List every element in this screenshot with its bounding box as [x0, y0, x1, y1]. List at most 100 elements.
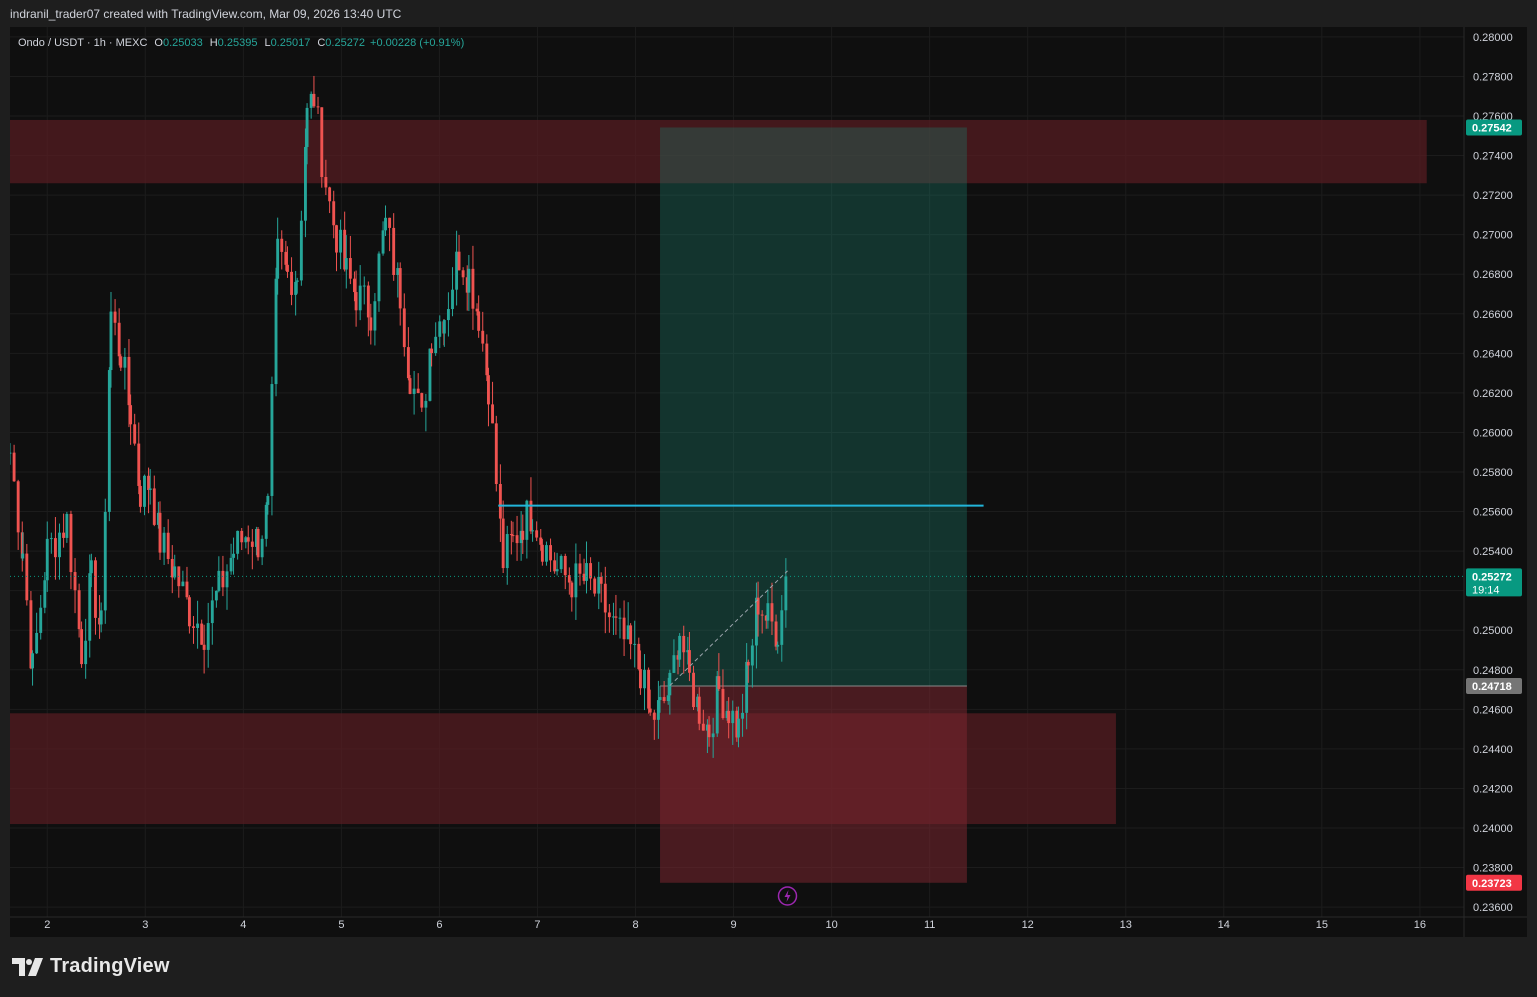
candle-body [745, 661, 749, 713]
candle-body [603, 583, 607, 613]
candlestick-chart[interactable]: Ondo / USDT · 1h · MEXC O0.25033 H0.25395 L… [10, 27, 1527, 937]
candle-body [348, 258, 352, 279]
candle-body [597, 576, 601, 594]
price-tick-label: 0.24000 [1473, 823, 1513, 835]
candle-body [701, 723, 705, 731]
candle-body [10, 452, 12, 454]
candle-body [519, 530, 523, 544]
candle-body [98, 617, 101, 625]
candle-body [717, 676, 721, 689]
candle-body [284, 251, 288, 265]
candle-body [567, 575, 571, 583]
candle-body [25, 553, 29, 601]
price-tick-label: 0.28000 [1473, 32, 1513, 44]
price-axis: 0.280000.278000.276000.274000.272000.270… [1463, 27, 1527, 937]
candle-body [369, 317, 373, 331]
candle-body [264, 504, 268, 539]
candle-body [170, 558, 174, 578]
candle-body [16, 481, 20, 533]
candle-body [531, 530, 535, 532]
candle-body [451, 289, 454, 310]
candle-body [760, 614, 764, 616]
candle-body [509, 534, 513, 536]
candle-body [73, 572, 77, 591]
legend-change: +0.00228 (+0.91%) [370, 37, 464, 49]
candle-body [148, 488, 152, 490]
candle-body [31, 653, 34, 669]
candle-body [515, 535, 519, 544]
candle-body [446, 309, 450, 321]
candle-body [200, 623, 204, 645]
candle-body [511, 535, 515, 537]
candle-body [707, 724, 711, 738]
candle-body [392, 227, 396, 275]
legend-high-value: 0.25395 [218, 37, 258, 49]
candle-body [697, 696, 701, 724]
candle-body [755, 597, 758, 646]
candle-body [299, 220, 303, 281]
candle-body [487, 375, 490, 405]
candle-body [229, 557, 233, 572]
candle-body [416, 388, 420, 394]
entry-price-badge [1466, 677, 1522, 694]
candle-body [666, 695, 670, 701]
legend-open-label: O [154, 37, 163, 49]
candle-body [741, 712, 744, 719]
time-tick-label: 7 [534, 919, 540, 931]
candle-body [181, 581, 185, 587]
candle-body [599, 576, 603, 584]
candle-body [780, 610, 784, 645]
candle-body [353, 278, 356, 293]
candle-body [491, 404, 494, 424]
price-tick-label: 0.24600 [1473, 704, 1513, 716]
candle-body [471, 268, 475, 309]
candle-body [715, 676, 719, 734]
candle-body [721, 688, 725, 719]
time-tick-label: 4 [240, 919, 246, 931]
candle-body [505, 534, 509, 569]
candle-body [49, 538, 53, 540]
tradingview-wordmark: TradingView [50, 955, 170, 977]
candle-body [192, 626, 195, 628]
candle-body [217, 570, 221, 591]
price-tick-label: 0.24400 [1473, 744, 1513, 756]
candle-body [127, 356, 131, 406]
candle-body [381, 230, 385, 254]
candle-body [69, 513, 73, 573]
candle-body [574, 563, 578, 598]
candle-body [305, 107, 309, 148]
candle-body [652, 712, 656, 720]
target-price-badge [1466, 119, 1522, 136]
candle-body [366, 285, 370, 318]
time-axis: 2 3 4 5 6 7 8 9 10 11 12 13 14 15 16 [10, 916, 1527, 931]
candle-body [589, 563, 593, 579]
candle-body [236, 530, 240, 554]
dashed-trend-line [669, 570, 788, 686]
replay-lightning-icon[interactable] [777, 886, 798, 906]
candle-body [158, 512, 162, 553]
candle-body [256, 528, 260, 558]
candle-body [735, 710, 739, 738]
candle-body [396, 268, 400, 275]
candle-body [362, 285, 366, 287]
candle-body [633, 643, 637, 645]
time-tick-label: 12 [1022, 919, 1034, 931]
candle-body [563, 555, 567, 576]
candle-body [402, 308, 406, 348]
price-tick-label: 0.24800 [1473, 665, 1513, 677]
ohlc-legend: Ondo / USDT · 1h · MEXC O0.25033 H0.25395 L… [18, 37, 464, 49]
chart-area[interactable]: Ondo / USDT · 1h · MEXC O0.25033 H0.25395 L… [10, 27, 1527, 937]
candle-body [626, 625, 630, 640]
candle-body [559, 555, 563, 570]
candle-body [214, 590, 218, 601]
candle-body [637, 643, 641, 670]
candle-body [12, 452, 16, 482]
price-tick-label: 0.26800 [1473, 269, 1513, 281]
candle-body [133, 424, 137, 444]
candle-body [303, 147, 307, 221]
candle-body [570, 582, 574, 598]
candle-body [152, 488, 156, 525]
candle-body [656, 700, 660, 720]
candle-body [377, 253, 381, 302]
candle-body [373, 301, 377, 331]
